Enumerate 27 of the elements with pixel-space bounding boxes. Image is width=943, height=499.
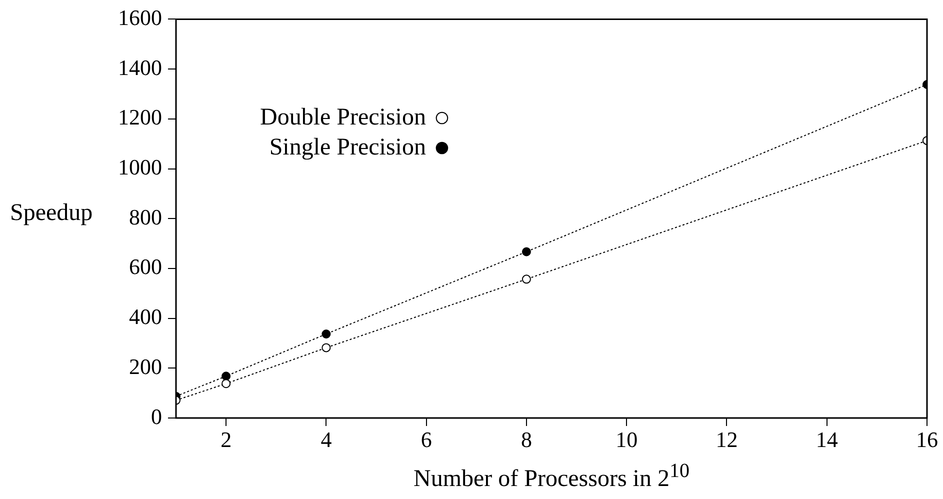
point [222,379,231,388]
y-axis-title: Speedup [10,200,93,227]
x-axis-title: Number of Processors in 2$^{10}$ [412,460,690,493]
y-tick-label: 1000 [118,154,162,180]
y-tick-label: 600 [129,254,162,280]
x-tick-label: 6 [420,426,432,452]
point [522,247,531,256]
point [522,274,531,284]
y-tick-label: 400 [129,304,162,330]
point [222,372,231,381]
point [322,330,331,339]
y-tick-label: 800 [129,204,162,230]
x-tick-label: 16 [916,426,938,452]
y-tick-label: 0 [151,404,162,429]
point [322,343,331,352]
x-tick-label: 12 [716,426,738,452]
y-tick-label: 1200 [118,104,162,130]
legend-label: Single Precision [269,134,426,160]
x-tick-label: 8 [520,426,532,452]
x-tick-label: 4 [320,426,332,452]
legend-label: Double Precision [260,104,426,130]
y-tick-label: 200 [129,354,162,379]
y-tick-label: 1400 [118,54,162,80]
x-tick-label: 2 [220,426,232,452]
x-tick-label: 14 [816,426,838,452]
y-tick-label: 1600 [118,4,162,30]
x-tick-label: 10 [616,426,638,452]
